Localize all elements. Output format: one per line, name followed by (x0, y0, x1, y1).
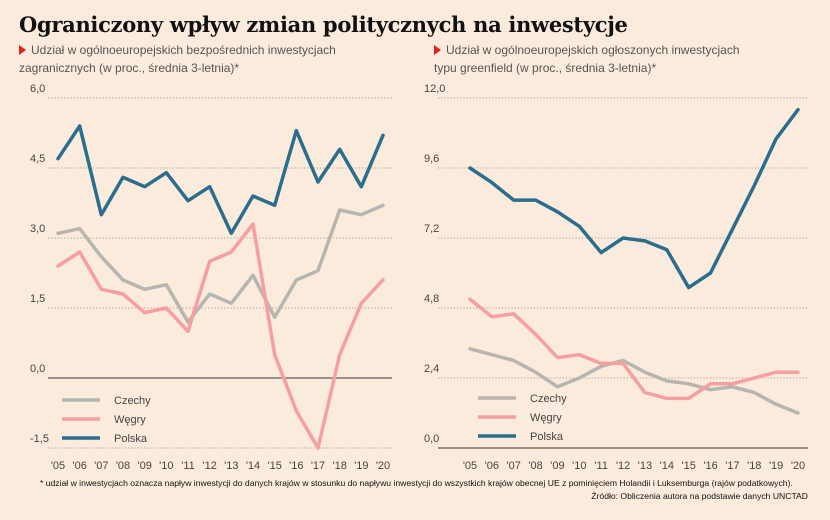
x-tick-label: '17 (725, 460, 739, 472)
x-tick-label: '17 (311, 460, 325, 472)
y-tick-label: 0,0 (30, 363, 45, 375)
legend-label: Węgry (530, 412, 562, 424)
x-tick-label: '16 (289, 460, 303, 472)
x-tick-label: '09 (137, 460, 151, 472)
x-tick-label: '14 (246, 460, 260, 472)
y-tick-label: 1,5 (30, 293, 45, 305)
x-tick-label: '19 (354, 460, 368, 472)
y-tick-label: 2,4 (424, 363, 439, 375)
legend-label: Czechy (114, 395, 151, 407)
series-line-wegry (56, 222, 385, 450)
series-line-polska (56, 124, 385, 236)
left-subtitle-line1: Udział w ogólnoeuropejskich bezpośrednic… (31, 43, 336, 57)
x-tick-label: '06 (485, 460, 499, 472)
x-tick-label: '08 (528, 460, 542, 472)
y-tick-label: 7,2 (424, 223, 439, 235)
source-note: Źródło: Obliczenia autora na podstawie d… (591, 491, 808, 501)
right-chart-subtitle: Udział w ogólnoeuropejskich ogłoszonych … (434, 41, 764, 77)
left-chart-subtitle: Udział w ogólnoeuropejskich bezpośrednic… (19, 41, 349, 77)
x-tick-label: '12 (616, 460, 630, 472)
legend-label: Czechy (530, 393, 567, 405)
x-tick-label: '12 (202, 460, 216, 472)
x-tick-label: '19 (769, 460, 783, 472)
right-subtitle-line2: typu greenfield (w proc., średnia 3-letn… (434, 61, 657, 75)
x-tick-label: '20 (791, 460, 805, 472)
x-tick-label: '06 (72, 460, 86, 472)
y-tick-label: 12,0 (424, 83, 445, 95)
series-line-wegry (468, 297, 800, 401)
x-tick-label: '07 (94, 460, 108, 472)
x-tick-label: '05 (51, 460, 65, 472)
x-tick-label: '13 (638, 460, 652, 472)
x-tick-label: '10 (572, 460, 586, 472)
x-tick-label: '11 (181, 460, 195, 472)
x-tick-label: '05 (463, 460, 477, 472)
y-tick-label: 9,6 (424, 153, 439, 165)
x-tick-label: '20 (376, 460, 390, 472)
x-tick-label: '18 (332, 460, 346, 472)
x-tick-label: '14 (660, 460, 674, 472)
x-tick-label: '15 (681, 460, 695, 472)
x-tick-label: '09 (550, 460, 564, 472)
x-tick-label: '11 (594, 460, 608, 472)
x-tick-label: '16 (703, 460, 717, 472)
x-tick-label: '10 (159, 460, 173, 472)
series-line-czechy (56, 203, 385, 324)
x-tick-label: '13 (224, 460, 238, 472)
legend-label: Polska (114, 433, 148, 445)
x-tick-label: '07 (507, 460, 521, 472)
series-line-czechy (468, 347, 800, 415)
x-tick-label: '18 (747, 460, 761, 472)
legend-label: Polska (530, 431, 564, 443)
right-subtitle-line1: Udział w ogólnoeuropejskich ogłoszonych … (446, 43, 740, 57)
triangle-marker-icon (19, 45, 26, 55)
y-tick-label: 3,0 (30, 223, 45, 235)
left-subtitle-line2: zagranicznych (w proc., średnia 3-letnia… (19, 61, 240, 75)
y-tick-label: 0,0 (424, 433, 439, 445)
legend-label: Węgry (114, 414, 146, 426)
triangle-marker-icon (434, 45, 441, 55)
series-line-polska (468, 107, 800, 290)
y-tick-label: 4,5 (30, 153, 45, 165)
y-tick-label: 6,0 (30, 83, 45, 95)
chart-title: Ograniczony wpływ zmian politycznych na … (19, 12, 628, 37)
x-tick-label: '08 (116, 460, 130, 472)
y-tick-label: -1,5 (30, 433, 49, 445)
y-tick-label: 4,8 (424, 293, 439, 305)
footnote: * udział w inwestycjach oznacza napływ i… (40, 478, 793, 488)
x-tick-label: '15 (267, 460, 281, 472)
